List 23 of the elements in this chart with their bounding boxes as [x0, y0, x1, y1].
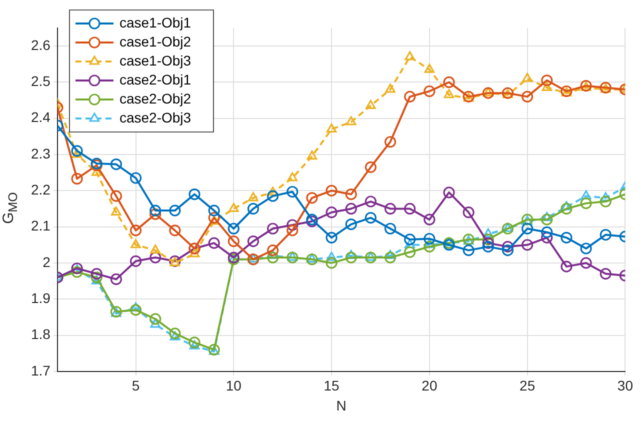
y-tick-label: 1.7 [30, 362, 51, 378]
y-tick-label: 2.4 [30, 109, 51, 126]
y-tick-label: 2.6 [30, 36, 51, 53]
x-tick-label: 10 [226, 378, 242, 394]
x-tick-label: 15 [324, 378, 340, 394]
y-tick-label: 1.8 [30, 326, 51, 342]
x-tick-label: 20 [422, 378, 438, 394]
y-tick-label: 2.3 [30, 145, 51, 162]
x-axis-title: N [336, 397, 346, 414]
legend-label: case2-Obj2 [119, 90, 192, 106]
y-tick-label: 2.1 [30, 218, 51, 234]
x-tick-label: 30 [617, 378, 634, 394]
x-tick-label: 25 [520, 378, 536, 394]
y-tick-label: 1.9 [30, 290, 51, 306]
x-tick-label: 5 [132, 378, 140, 394]
y-tick-label: 2.2 [30, 182, 51, 198]
legend-label: case1-Obj2 [119, 33, 192, 50]
legend-label: case2-Obj1 [119, 71, 192, 88]
legend-label: case1-Obj3 [119, 52, 192, 68]
legend-label: case2-Obj3 [119, 109, 192, 126]
legend-label: case1-Obj1 [119, 14, 192, 30]
y-tick-label: 2.5 [30, 73, 51, 90]
y-tick-label: 2 [42, 254, 51, 270]
